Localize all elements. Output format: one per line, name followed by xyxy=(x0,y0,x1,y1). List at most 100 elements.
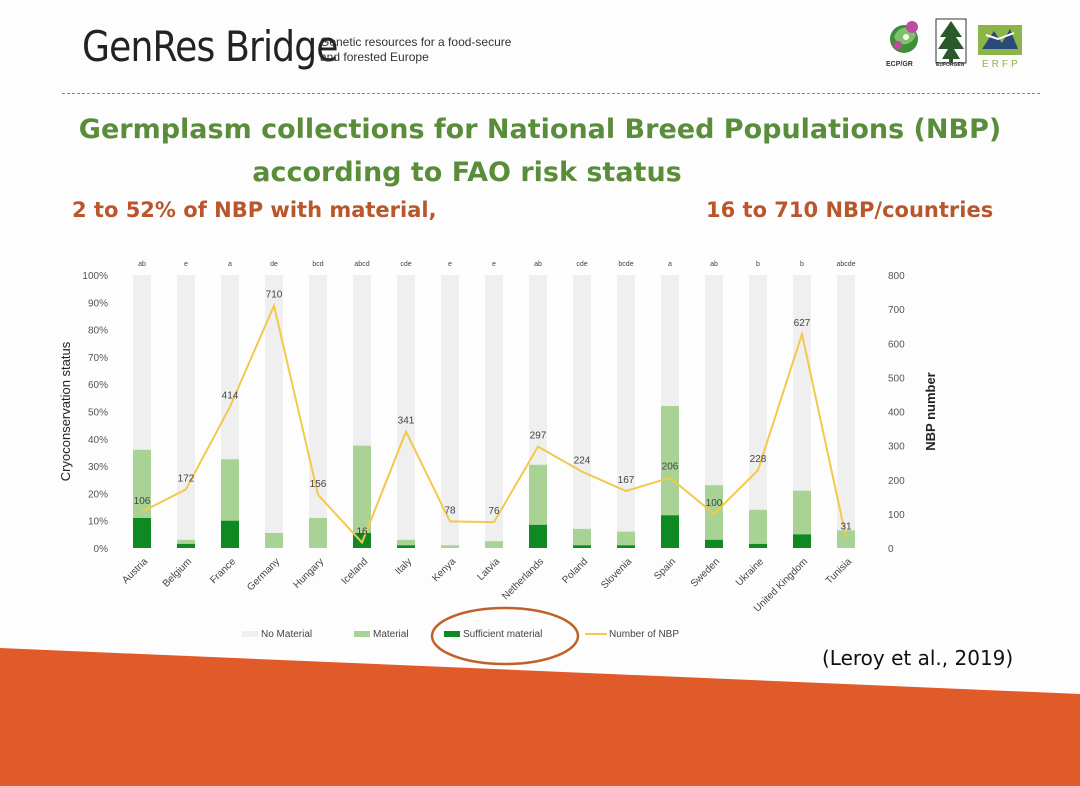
bar-material xyxy=(309,517,327,548)
nbp-data-label: 100 xyxy=(706,498,723,509)
x-tick-label: Sweden xyxy=(689,556,722,589)
bar-material xyxy=(529,464,547,525)
significance-letter: b xyxy=(800,261,804,268)
bar-sufficient xyxy=(705,539,723,548)
significance-letter: de xyxy=(270,261,278,268)
y2-tick-label: 400 xyxy=(888,408,905,419)
bar-no-material xyxy=(133,275,151,450)
significance-letter: e xyxy=(492,261,496,268)
legend-swatch xyxy=(444,631,460,637)
brand-tagline: Genetic resources for a food-secure and … xyxy=(320,35,540,65)
nbp-line xyxy=(141,302,847,545)
bar-no-material xyxy=(177,275,195,540)
bar-no-material xyxy=(617,275,635,532)
bar-material xyxy=(353,445,371,533)
y2-tick-label: 500 xyxy=(888,373,905,384)
bar-material xyxy=(177,539,195,544)
nbp-data-label: 627 xyxy=(794,318,811,329)
y2-tick-label: 200 xyxy=(888,476,905,487)
x-tick-label: Kenya xyxy=(430,556,458,584)
nbp-data-label: 341 xyxy=(398,416,415,427)
bar-sufficient xyxy=(221,520,239,548)
x-tick-label: Iceland xyxy=(340,556,371,587)
legend-highlight-ellipse xyxy=(430,606,580,666)
nbp-data-label: 156 xyxy=(310,479,327,490)
nbp-data-label: 167 xyxy=(618,475,635,486)
partner-logos: ECP/GR EUFORGEN ERFP xyxy=(882,15,1032,77)
significance-letter: cde xyxy=(400,261,411,268)
y2-axis-label: NBP number xyxy=(923,372,938,451)
bar-no-material xyxy=(749,275,767,510)
bar-sufficient xyxy=(617,545,635,548)
header-divider xyxy=(62,93,1040,94)
slide-title-line-1: Germplasm collections for National Breed… xyxy=(78,114,1002,145)
significance-letter: abcde xyxy=(836,261,855,268)
partner-logos-graphic xyxy=(890,18,1022,64)
bar-no-material xyxy=(837,275,855,531)
nbp-data-label: 76 xyxy=(488,506,500,517)
legend-label: Sufficient material xyxy=(463,629,542,640)
subtitle-left: 2 to 52% of NBP with material, xyxy=(72,198,437,222)
y-tick-label: 10% xyxy=(88,517,108,528)
ecpgr-logo xyxy=(890,21,918,53)
x-tick-label: Spain xyxy=(652,556,678,582)
bar-no-material xyxy=(441,275,459,546)
bar-material xyxy=(573,528,591,546)
y-tick-label: 50% xyxy=(88,408,108,419)
nbp-data-label: 31 xyxy=(840,521,852,532)
x-tick-label: Ukraine xyxy=(734,556,766,588)
bar-material xyxy=(793,490,811,535)
y2-tick-label: 100 xyxy=(888,510,905,521)
legend-label: Material xyxy=(373,629,409,640)
bar-no-material xyxy=(265,275,283,533)
y-tick-label: 70% xyxy=(88,353,108,364)
significance-letter: a xyxy=(668,261,672,268)
nbp-data-label: 228 xyxy=(750,454,767,465)
y-tick-label: 0% xyxy=(94,544,109,555)
bar-sufficient xyxy=(749,543,767,548)
bar-sufficient xyxy=(661,515,679,548)
x-tick-label: Netherlands xyxy=(500,556,546,602)
significance-letter: e xyxy=(448,261,452,268)
brand-title: GenRes Bridge xyxy=(82,22,339,71)
footer-orange-band xyxy=(0,648,1080,786)
erfp-caption: ERFP xyxy=(982,59,1021,70)
significance-letter: ab xyxy=(534,261,542,268)
y-tick-label: 20% xyxy=(88,489,108,500)
y-tick-label: 80% xyxy=(88,326,108,337)
y-tick-label: 90% xyxy=(88,298,108,309)
nbp-data-label: 224 xyxy=(574,456,591,467)
x-tick-label: Italy xyxy=(393,556,414,577)
bar-material xyxy=(133,449,151,518)
y-tick-label: 40% xyxy=(88,435,108,446)
significance-letter: a xyxy=(228,261,232,268)
bar-no-material xyxy=(661,275,679,407)
y-tick-label: 100% xyxy=(82,271,108,282)
slide-header: GenRes Bridge Genetic resources for a fo… xyxy=(0,0,1080,92)
erfp-logo xyxy=(978,25,1022,55)
bar-material xyxy=(661,406,679,516)
nbp-data-label: 172 xyxy=(178,473,195,484)
x-tick-label: Austria xyxy=(120,556,150,586)
citation: (Leroy et al., 2019) xyxy=(822,646,1014,670)
tagline-line-2: and forested Europe xyxy=(320,50,429,64)
y2-tick-label: 0 xyxy=(888,544,894,555)
bar-no-material xyxy=(309,275,327,518)
bar-material xyxy=(441,545,459,548)
y-axis-label: Cryoconservation status xyxy=(58,341,73,481)
nbp-data-label: 78 xyxy=(444,505,456,516)
nbp-data-label: 106 xyxy=(134,496,151,507)
significance-letter: e xyxy=(184,261,188,268)
significance-letter: ab xyxy=(138,261,146,268)
tagline-line-1: Genetic resources for a food-secure xyxy=(320,35,512,49)
bar-no-material xyxy=(353,275,371,446)
bar-sufficient xyxy=(133,517,151,548)
bar-material xyxy=(397,539,415,546)
y2-tick-label: 800 xyxy=(888,271,905,282)
y-tick-label: 60% xyxy=(88,380,108,391)
significance-letter: bcde xyxy=(618,261,633,268)
bar-no-material xyxy=(573,275,591,529)
bar-no-material xyxy=(221,275,239,460)
bar-sufficient xyxy=(177,543,195,548)
